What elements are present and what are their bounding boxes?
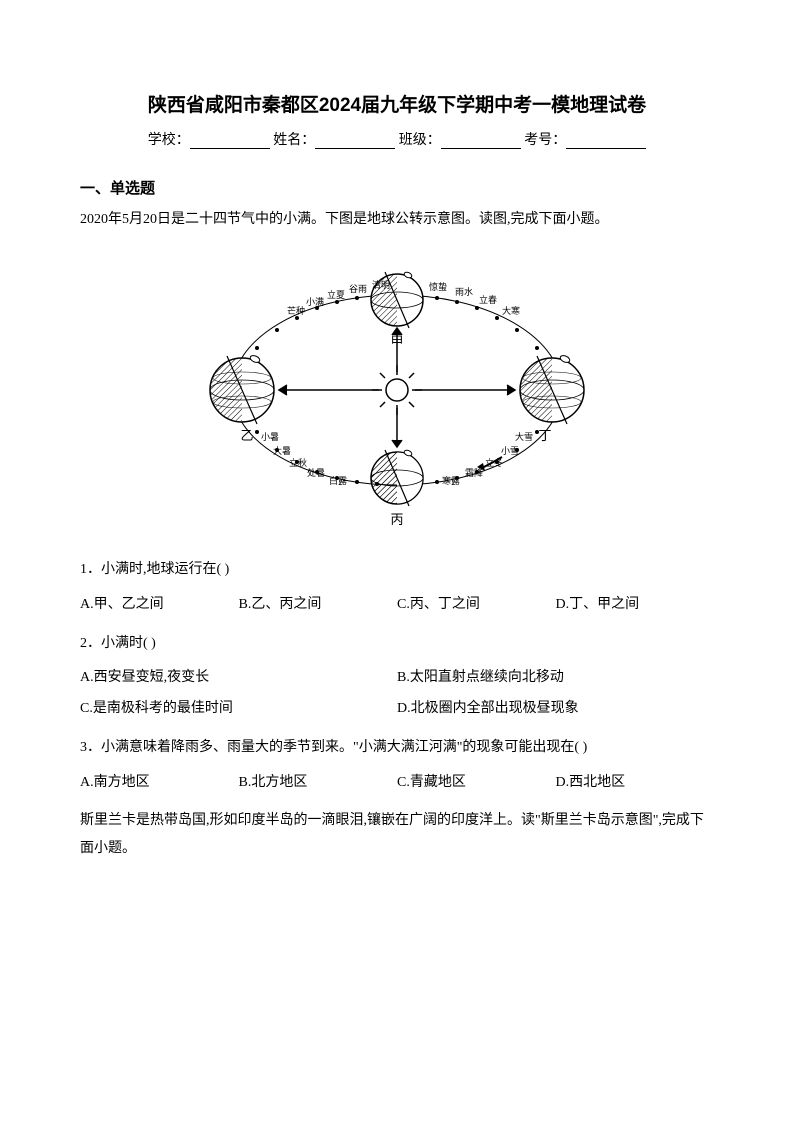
svg-text:丁: 丁 <box>538 428 551 443</box>
svg-text:芒种: 芒种 <box>287 305 305 316</box>
blank-school <box>190 135 270 149</box>
question-1: 1．小满时,地球运行在( ) <box>80 555 714 586</box>
q3-opt-b: B.北方地区 <box>239 768 398 799</box>
blank-examid <box>566 135 646 149</box>
q2-opt-d: D.北极圈内全部出现极昼现象 <box>397 694 714 725</box>
q2-opt-c: C.是南极科考的最佳时间 <box>80 694 397 725</box>
svg-text:丙: 丙 <box>390 512 403 527</box>
svg-text:小满: 小满 <box>306 297 324 307</box>
q1-opt-a: A.甲、乙之间 <box>80 590 239 621</box>
svg-text:大暑: 大暑 <box>273 445 291 456</box>
q1-opt-d: D.丁、甲之间 <box>556 590 715 621</box>
section-header: 一、单选题 <box>80 177 714 198</box>
q2-opt-a: A.西安昼变短,夜变长 <box>80 663 397 694</box>
q1-opt-b: B.乙、丙之间 <box>239 590 398 621</box>
form-school-label: 学校： <box>148 133 190 148</box>
svg-text:大寒: 大寒 <box>502 305 520 316</box>
q2-opt-b: B.太阳直射点继续向北移动 <box>397 663 714 694</box>
question-1-options: A.甲、乙之间 B.乙、丙之间 C.丙、丁之间 D.丁、甲之间 <box>80 590 714 621</box>
form-name-label: 姓名： <box>273 133 315 148</box>
q3-opt-d: D.西北地区 <box>556 768 715 799</box>
svg-text:白露: 白露 <box>329 475 347 486</box>
form-class-label: 班级： <box>399 133 441 148</box>
svg-text:寒露: 寒露 <box>442 475 460 486</box>
question-3: 3．小满意味着降雨多、雨量大的季节到来。"小满大满江河满"的现象可能出现在( ) <box>80 733 714 764</box>
blank-class <box>441 135 521 149</box>
svg-text:立夏: 立夏 <box>327 289 345 300</box>
page-title: 陕西省咸阳市秦都区2024届九年级下学期中考一模地理试卷 <box>80 90 714 117</box>
svg-text:清明: 清明 <box>372 279 390 290</box>
svg-text:立春: 立春 <box>479 294 497 305</box>
svg-text:小暑: 小暑 <box>261 432 279 442</box>
question-3-options: A.南方地区 B.北方地区 C.青藏地区 D.西北地区 <box>80 768 714 799</box>
question-2: 2．小满时( ) <box>80 629 714 660</box>
question-2-options: A.西安昼变短,夜变长 B.太阳直射点继续向北移动 C.是南极科考的最佳时间 D… <box>80 663 714 725</box>
passage-1: 2020年5月20日是二十四节气中的小满。下图是地球公转示意图。读图,完成下面小… <box>80 206 714 234</box>
q1-opt-c: C.丙、丁之间 <box>397 590 556 621</box>
svg-text:乙: 乙 <box>240 428 253 443</box>
svg-text:处暑: 处暑 <box>307 467 325 478</box>
q3-opt-a: A.南方地区 <box>80 768 239 799</box>
q3-opt-c: C.青藏地区 <box>397 768 556 799</box>
passage-2: 斯里兰卡是热带岛国,形如印度半岛的一滴眼泪,镶嵌在广阔的印度洋上。读"斯里兰卡岛… <box>80 807 714 863</box>
orbital-diagram: 甲 乙 丙 <box>80 250 714 535</box>
svg-text:霜降: 霜降 <box>465 467 483 478</box>
form-row: 学校： 姓名： 班级： 考号： <box>80 129 714 149</box>
svg-text:立冬: 立冬 <box>485 457 503 468</box>
svg-text:立秋: 立秋 <box>289 457 307 468</box>
svg-text:惊蛰: 惊蛰 <box>429 281 447 292</box>
svg-text:谷雨: 谷雨 <box>349 284 367 294</box>
svg-text:甲: 甲 <box>390 334 403 349</box>
blank-name <box>315 135 395 149</box>
svg-text:雨水: 雨水 <box>455 286 473 297</box>
form-examid-label: 考号： <box>524 133 566 148</box>
svg-text:小雪: 小雪 <box>501 446 519 456</box>
svg-text:大雪: 大雪 <box>515 431 533 442</box>
